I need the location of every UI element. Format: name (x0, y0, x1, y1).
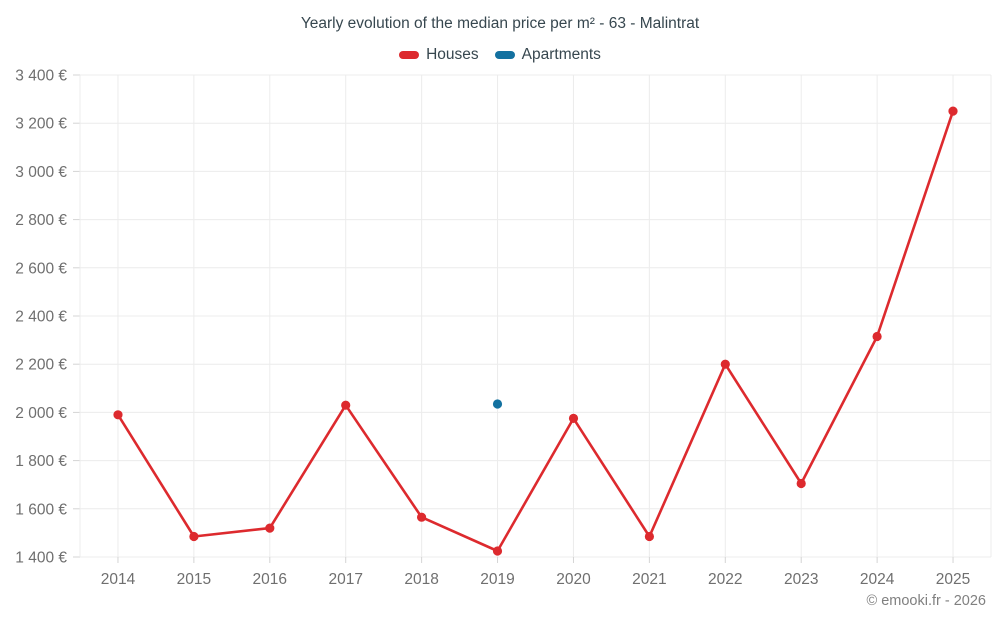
houses-point[interactable] (568, 413, 579, 423)
x-tick-label: 2016 (253, 571, 287, 588)
x-tick-label: 2014 (101, 571, 136, 588)
chart-title: Yearly evolution of the median price per… (300, 15, 700, 32)
legend-label-apartments: Apartments (521, 46, 601, 63)
legend-item-apartments[interactable]: Apartments (494, 46, 601, 64)
y-tick-label: 1 800 € (15, 453, 67, 470)
y-tick-label: 3 000 € (15, 164, 67, 181)
houses-point[interactable] (872, 331, 882, 342)
x-tick-label: 2018 (404, 571, 438, 588)
houses-point[interactable] (796, 478, 806, 489)
y-tick-label: 2 400 € (15, 309, 67, 326)
houses-point[interactable] (113, 410, 123, 420)
y-tick-label: 2 000 € (15, 405, 67, 422)
x-tick-label: 2019 (480, 571, 514, 588)
x-tick-label: 2023 (784, 571, 818, 588)
legend-swatch-houses (399, 51, 420, 59)
y-tick-label: 2 600 € (15, 260, 67, 277)
apartments-point[interactable] (492, 399, 503, 409)
houses-point[interactable] (948, 106, 958, 116)
legend-label-houses: Houses (426, 46, 479, 63)
houses-line (116, 109, 955, 553)
houses-point[interactable] (341, 400, 351, 410)
houses-point[interactable] (417, 512, 427, 522)
x-tick-label: 2022 (708, 571, 742, 588)
legend-swatch-apartments (494, 51, 515, 59)
y-tick-label: 1 600 € (15, 501, 67, 518)
y-tick-label: 3 200 € (15, 116, 67, 133)
houses-point[interactable] (492, 546, 503, 556)
y-tick-label: 1 400 € (15, 550, 67, 567)
x-tick-label: 2015 (177, 571, 211, 588)
houses-point[interactable] (644, 531, 655, 542)
legend: Houses Apartments (0, 46, 1000, 64)
houses-point[interactable] (265, 523, 275, 533)
legend-item-houses[interactable]: Houses (399, 46, 479, 64)
y-tick-label: 2 200 € (15, 357, 67, 374)
houses-point[interactable] (720, 359, 730, 369)
x-tick-label: 2024 (860, 571, 895, 588)
copyright: © emooki.fr - 2026 (866, 593, 986, 609)
x-tick-label: 2021 (632, 571, 666, 588)
x-tick-label: 2025 (936, 571, 970, 588)
x-tick-label: 2020 (556, 571, 591, 588)
y-tick-label: 2 800 € (15, 212, 67, 229)
x-tick-label: 2017 (328, 571, 362, 588)
houses-point[interactable] (189, 531, 199, 542)
y-tick-label: 3 400 € (15, 68, 67, 85)
